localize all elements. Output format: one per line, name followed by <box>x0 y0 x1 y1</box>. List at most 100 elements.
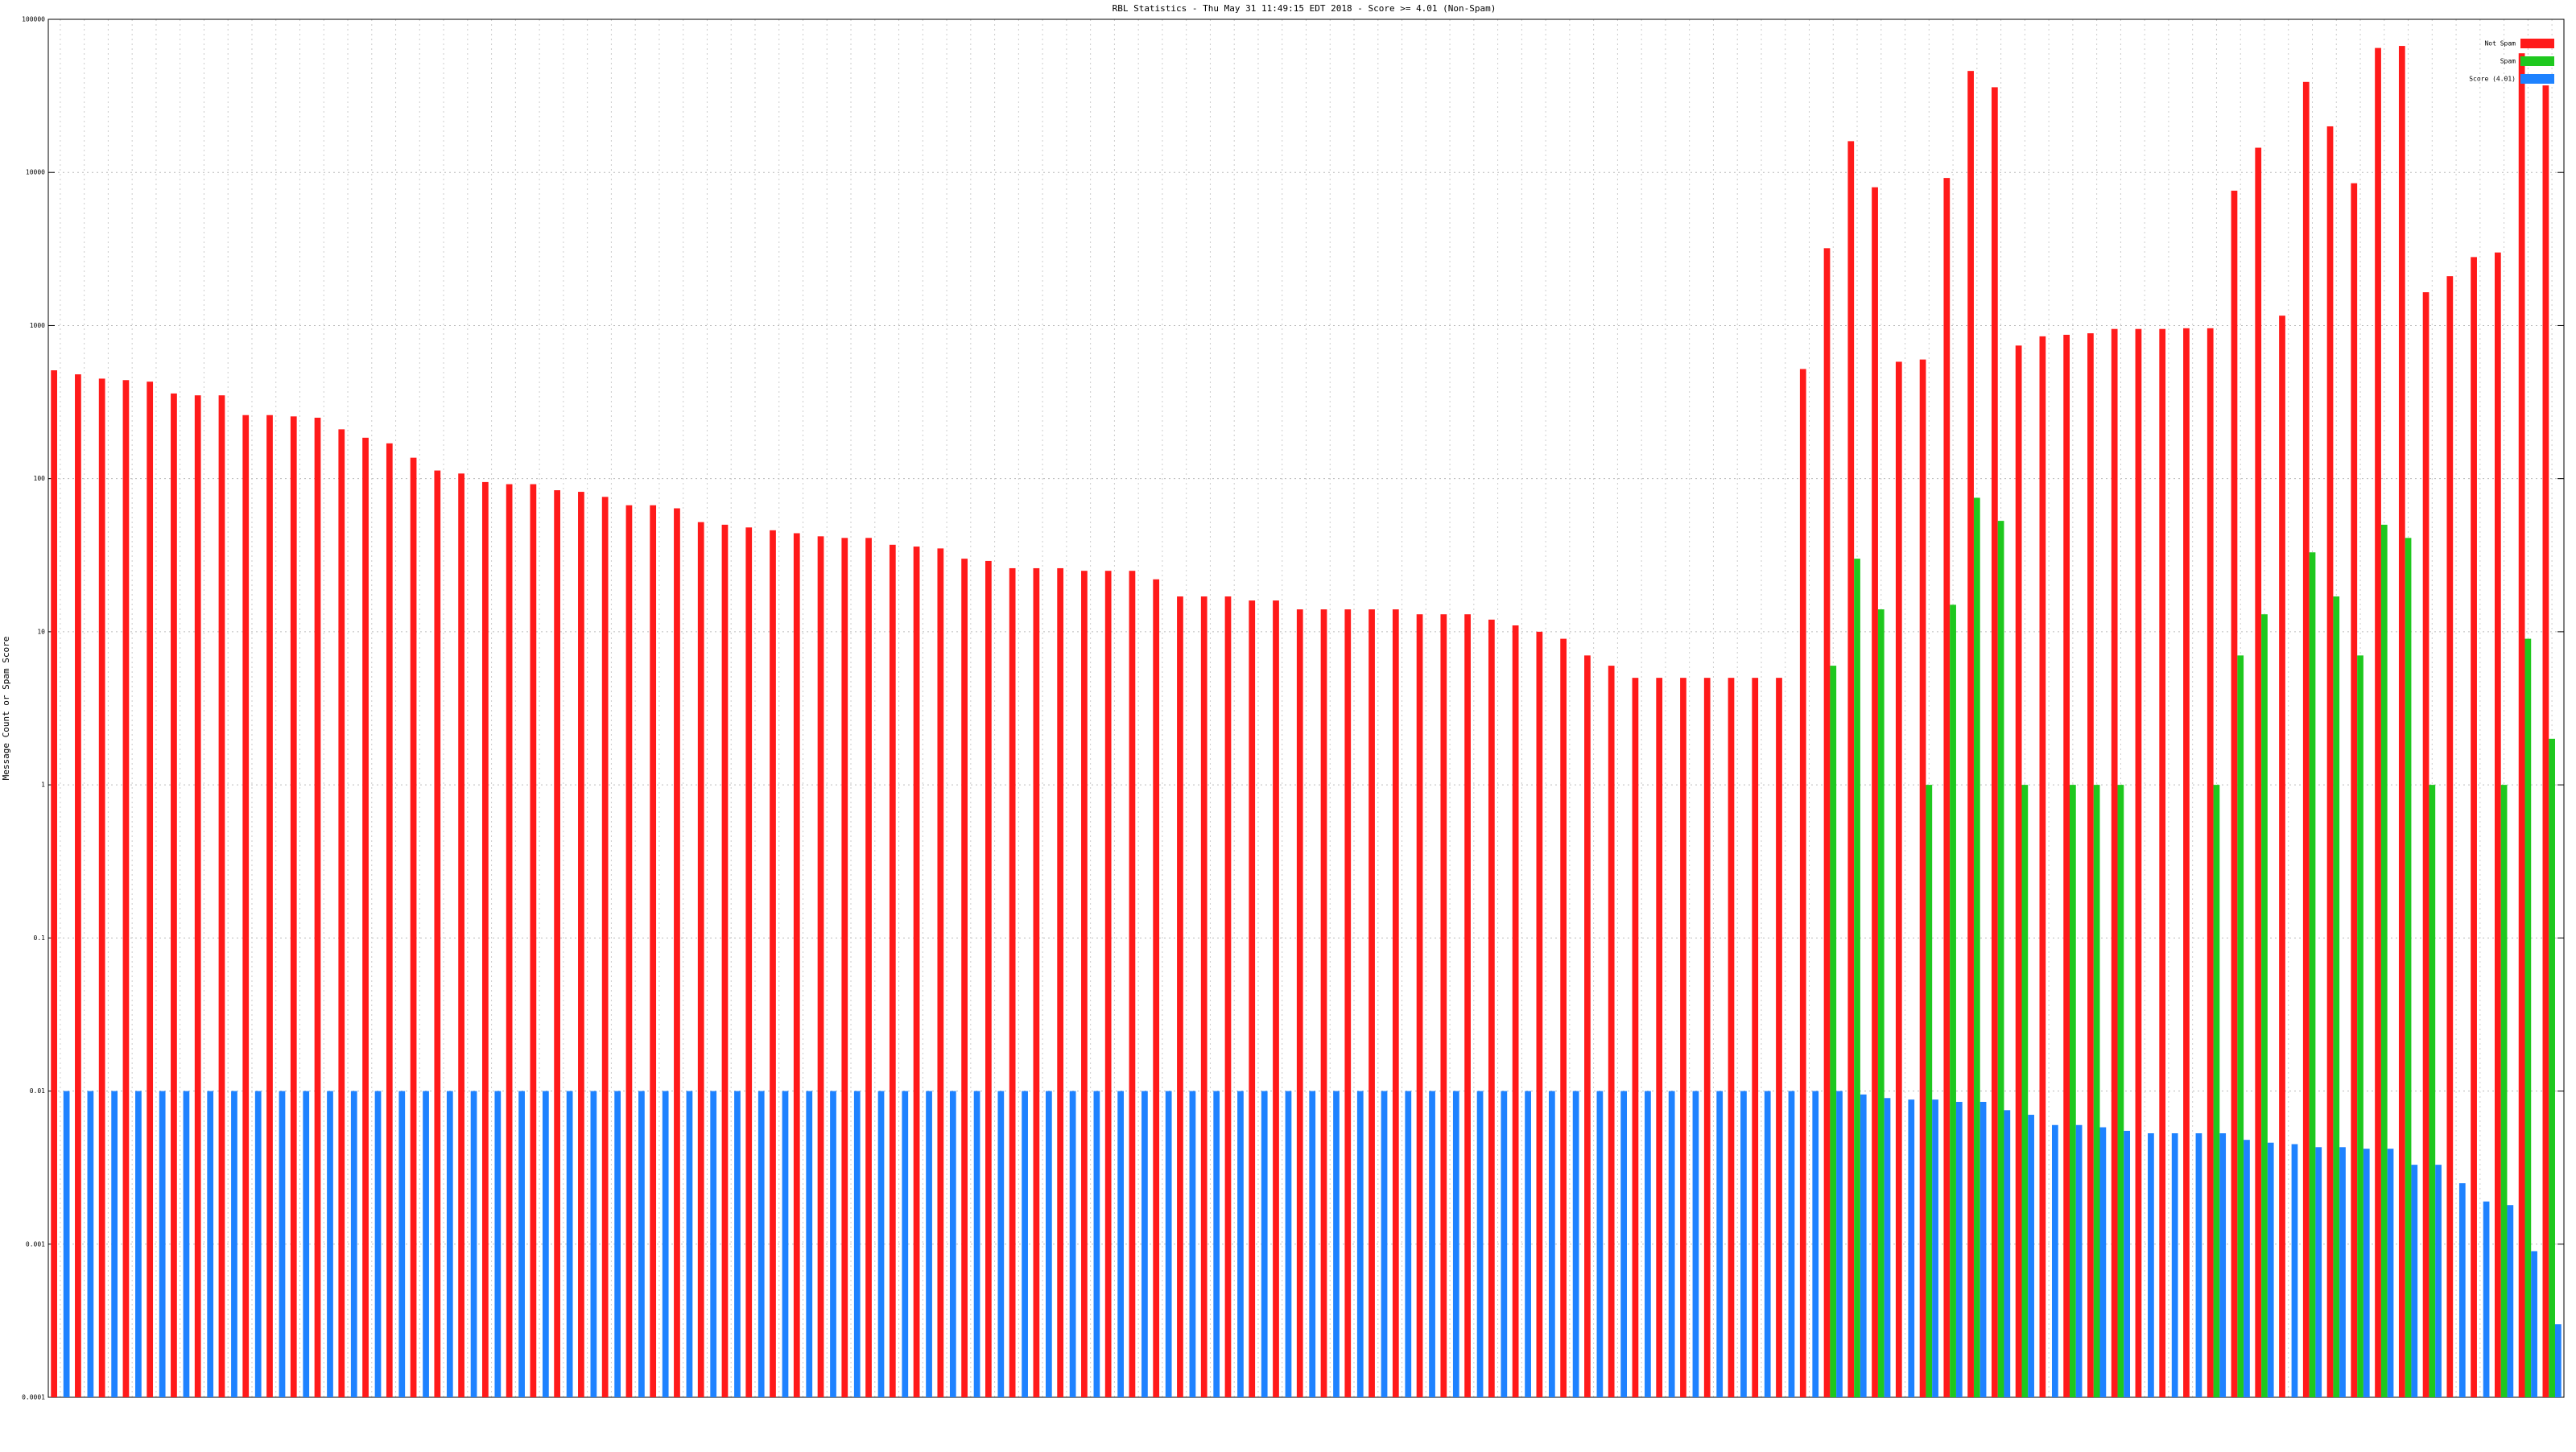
bar <box>2028 1115 2034 1397</box>
bar <box>2302 81 2310 1398</box>
bar <box>231 1091 237 1397</box>
bar <box>2315 1147 2322 1397</box>
bar <box>2351 183 2358 1397</box>
bar <box>1525 1091 1531 1397</box>
bar <box>75 374 81 1397</box>
bar <box>2070 785 2076 1397</box>
bar <box>2261 614 2268 1397</box>
bar <box>1979 1101 1987 1397</box>
bar <box>1943 178 1951 1397</box>
bar <box>662 1091 669 1397</box>
bar <box>1273 600 1279 1397</box>
y-tick-label: 0.01 <box>30 1087 45 1095</box>
bar <box>2291 1144 2298 1397</box>
chart-title: RBL Statistics - Thu May 31 11:49:15 EDT… <box>1113 3 1496 14</box>
bar <box>758 1091 765 1397</box>
bar <box>410 457 417 1397</box>
bar <box>1333 1091 1340 1397</box>
bar <box>1788 1091 1795 1397</box>
bar <box>2255 147 2262 1397</box>
bar <box>470 1091 477 1397</box>
y-axis-label: Message Count or Spam Score <box>1 637 11 781</box>
bar <box>279 1091 286 1397</box>
bar <box>1224 596 1232 1397</box>
bar <box>1536 631 1543 1397</box>
bar <box>1632 678 1639 1397</box>
bar <box>2015 345 2022 1398</box>
bar <box>446 1091 453 1397</box>
bar <box>1501 1091 1508 1397</box>
legend-label: Score (4.01) <box>2469 76 2516 83</box>
bar <box>2244 1140 2250 1397</box>
bar <box>926 1091 932 1397</box>
bar <box>51 370 58 1398</box>
bar <box>183 1091 190 1397</box>
bar <box>2309 552 2316 1397</box>
bar <box>423 1091 429 1397</box>
bar <box>458 473 464 1397</box>
bar <box>554 490 561 1397</box>
bar <box>374 1091 382 1397</box>
bar <box>2207 328 2214 1397</box>
bar <box>2471 257 2477 1398</box>
bar <box>1926 785 1933 1397</box>
y-tick-label: 1 <box>41 782 45 789</box>
bar <box>1572 1091 1579 1397</box>
bar <box>2435 1165 2442 1397</box>
bar <box>2357 655 2363 1397</box>
bar <box>2237 655 2244 1397</box>
bar <box>1296 609 1303 1397</box>
bar <box>2117 785 2124 1397</box>
bar <box>1320 609 1327 1397</box>
bar <box>1416 614 1423 1397</box>
bar <box>721 524 729 1398</box>
bar <box>1104 571 1112 1397</box>
y-tick-label: 10 <box>37 628 45 635</box>
bar <box>2398 46 2405 1397</box>
bar <box>1177 596 1183 1397</box>
bar <box>1344 609 1352 1397</box>
bar <box>1189 1091 1196 1397</box>
bar <box>1656 678 1663 1397</box>
bar <box>2483 1201 2490 1397</box>
bar <box>98 378 105 1397</box>
bar <box>2075 1124 2083 1397</box>
bar <box>2231 190 2238 1397</box>
bar <box>1877 609 1885 1397</box>
bar <box>674 508 680 1397</box>
bar <box>2429 785 2436 1397</box>
bar <box>1381 1091 1388 1397</box>
bar <box>2021 785 2029 1397</box>
bar <box>1476 1091 1484 1397</box>
bar <box>2333 596 2340 1397</box>
y-tick-label: 1000 <box>30 322 45 329</box>
bar <box>2213 785 2220 1397</box>
bar <box>2531 1251 2537 1397</box>
bar <box>1392 609 1399 1397</box>
bar <box>1464 614 1471 1397</box>
bar <box>1560 638 1567 1397</box>
bar <box>1452 1091 1459 1397</box>
bar <box>1440 614 1447 1397</box>
bar <box>1045 1091 1052 1397</box>
bar <box>638 1091 645 1397</box>
y-tick-label: 0.001 <box>26 1240 45 1248</box>
bar <box>2554 1324 2562 1397</box>
bar <box>506 484 513 1397</box>
y-tick-label: 0.0001 <box>22 1394 45 1401</box>
bar <box>578 492 584 1397</box>
bar <box>254 1091 262 1397</box>
bar <box>1872 187 1878 1398</box>
bar <box>782 1091 789 1397</box>
bar <box>2124 1130 2131 1397</box>
bar <box>614 1091 621 1397</box>
bar <box>1740 1091 1747 1397</box>
bar <box>135 1091 142 1397</box>
bar <box>1009 567 1016 1398</box>
bar <box>147 382 154 1398</box>
bar <box>434 470 441 1397</box>
y-tick-label: 0.1 <box>34 934 46 942</box>
bar <box>2111 328 2118 1398</box>
bar <box>2339 1147 2346 1397</box>
